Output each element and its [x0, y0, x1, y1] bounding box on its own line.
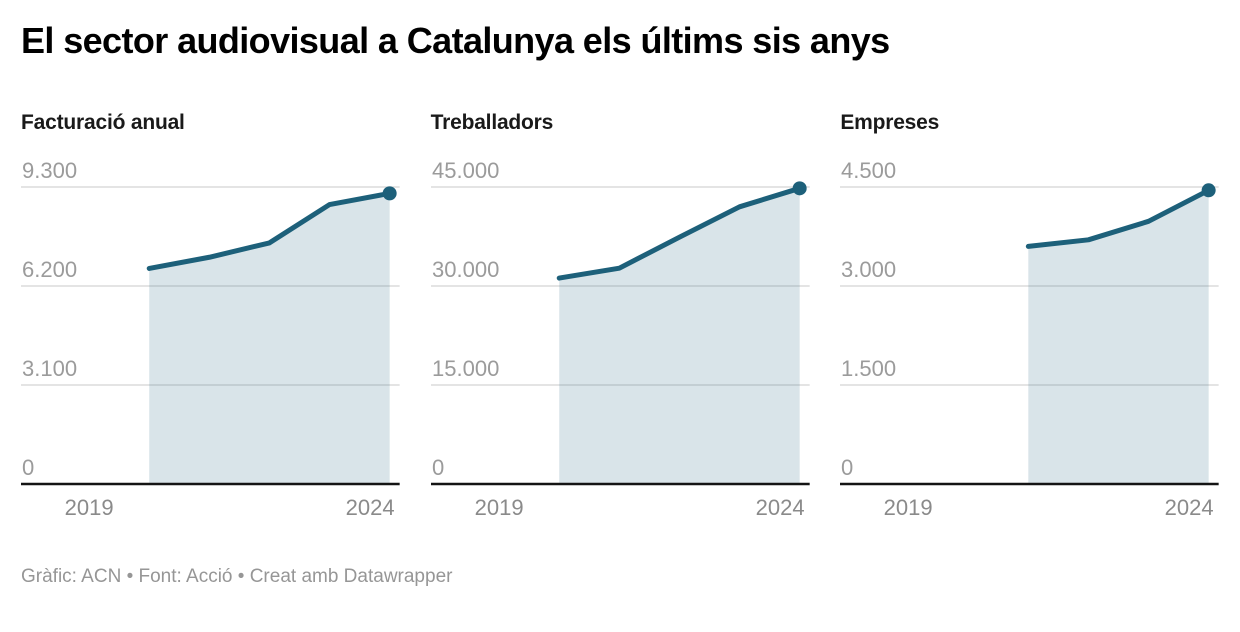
x-tick-label-2024: 2024 [755, 495, 804, 520]
panel-title-facturacio: Facturació anual [21, 110, 185, 134]
panel-title-empreses: Empreses [840, 110, 940, 134]
trend-line [556, 185, 802, 281]
panel-treballadors: Treballadors 0 15.000 30.000 45.000 2019 2024 [430, 110, 810, 526]
end-point-dot [382, 186, 397, 201]
y-tick-label: 15.000 [432, 356, 499, 381]
y-tick-label: 4.500 [841, 158, 896, 183]
y-tick-label: 3.100 [22, 356, 77, 381]
area-fill [558, 188, 800, 484]
y-tick-label: 0 [841, 455, 853, 480]
y-tick-label: 30.000 [432, 257, 499, 282]
x-tick-label-2024: 2024 [1165, 495, 1214, 520]
area-fill [149, 193, 390, 484]
area-chart-treballadors: 0 15.000 30.000 45.000 2019 2024 [430, 158, 810, 520]
x-tick-label-2019: 2019 [474, 495, 523, 520]
y-tick-label: 45.000 [432, 158, 499, 183]
panel-facturacio: Facturació anual 0 3.100 6.200 9.300 2019 202… [21, 111, 400, 526]
area-fill [1028, 190, 1209, 484]
page: El sector audiovisual a Catalunya els úl… [0, 20, 1240, 588]
y-tick-label: 1.500 [841, 356, 896, 381]
area-chart-facturacio: 0 3.100 6.200 9.300 2019 2024 [21, 158, 400, 520]
trend-line [146, 190, 393, 271]
y-tick-label: 3.000 [841, 257, 896, 282]
x-tick-label-2024: 2024 [346, 495, 395, 520]
y-tick-label: 6.200 [22, 257, 77, 282]
panel-title-treballadors: Treballadors [430, 110, 554, 134]
chart-footer-credits: Gràfic: ACN • Font: Acció • Creat amb Da… [21, 565, 453, 587]
y-tick-label: 0 [22, 455, 34, 480]
x-tick-label-2019: 2019 [884, 495, 933, 520]
y-tick-label: 9.300 [22, 158, 77, 183]
y-tick-label: 0 [432, 455, 444, 480]
area-chart-empreses: 0 1.500 3.000 4.500 2019 2024 [840, 158, 1219, 520]
end-point-dot [792, 181, 807, 196]
panel-empreses: Empreses 0 1.500 3.000 4.500 2019 2024 [840, 111, 1219, 526]
trend-line [1026, 187, 1212, 249]
chart-main-title: El sector audiovisual a Catalunya els úl… [21, 20, 890, 61]
charts-row: Facturació anual 0 3.100 6.200 9.300 2019 202… [21, 111, 1219, 526]
x-tick-label-2019: 2019 [65, 495, 114, 520]
end-point-dot [1201, 183, 1216, 198]
